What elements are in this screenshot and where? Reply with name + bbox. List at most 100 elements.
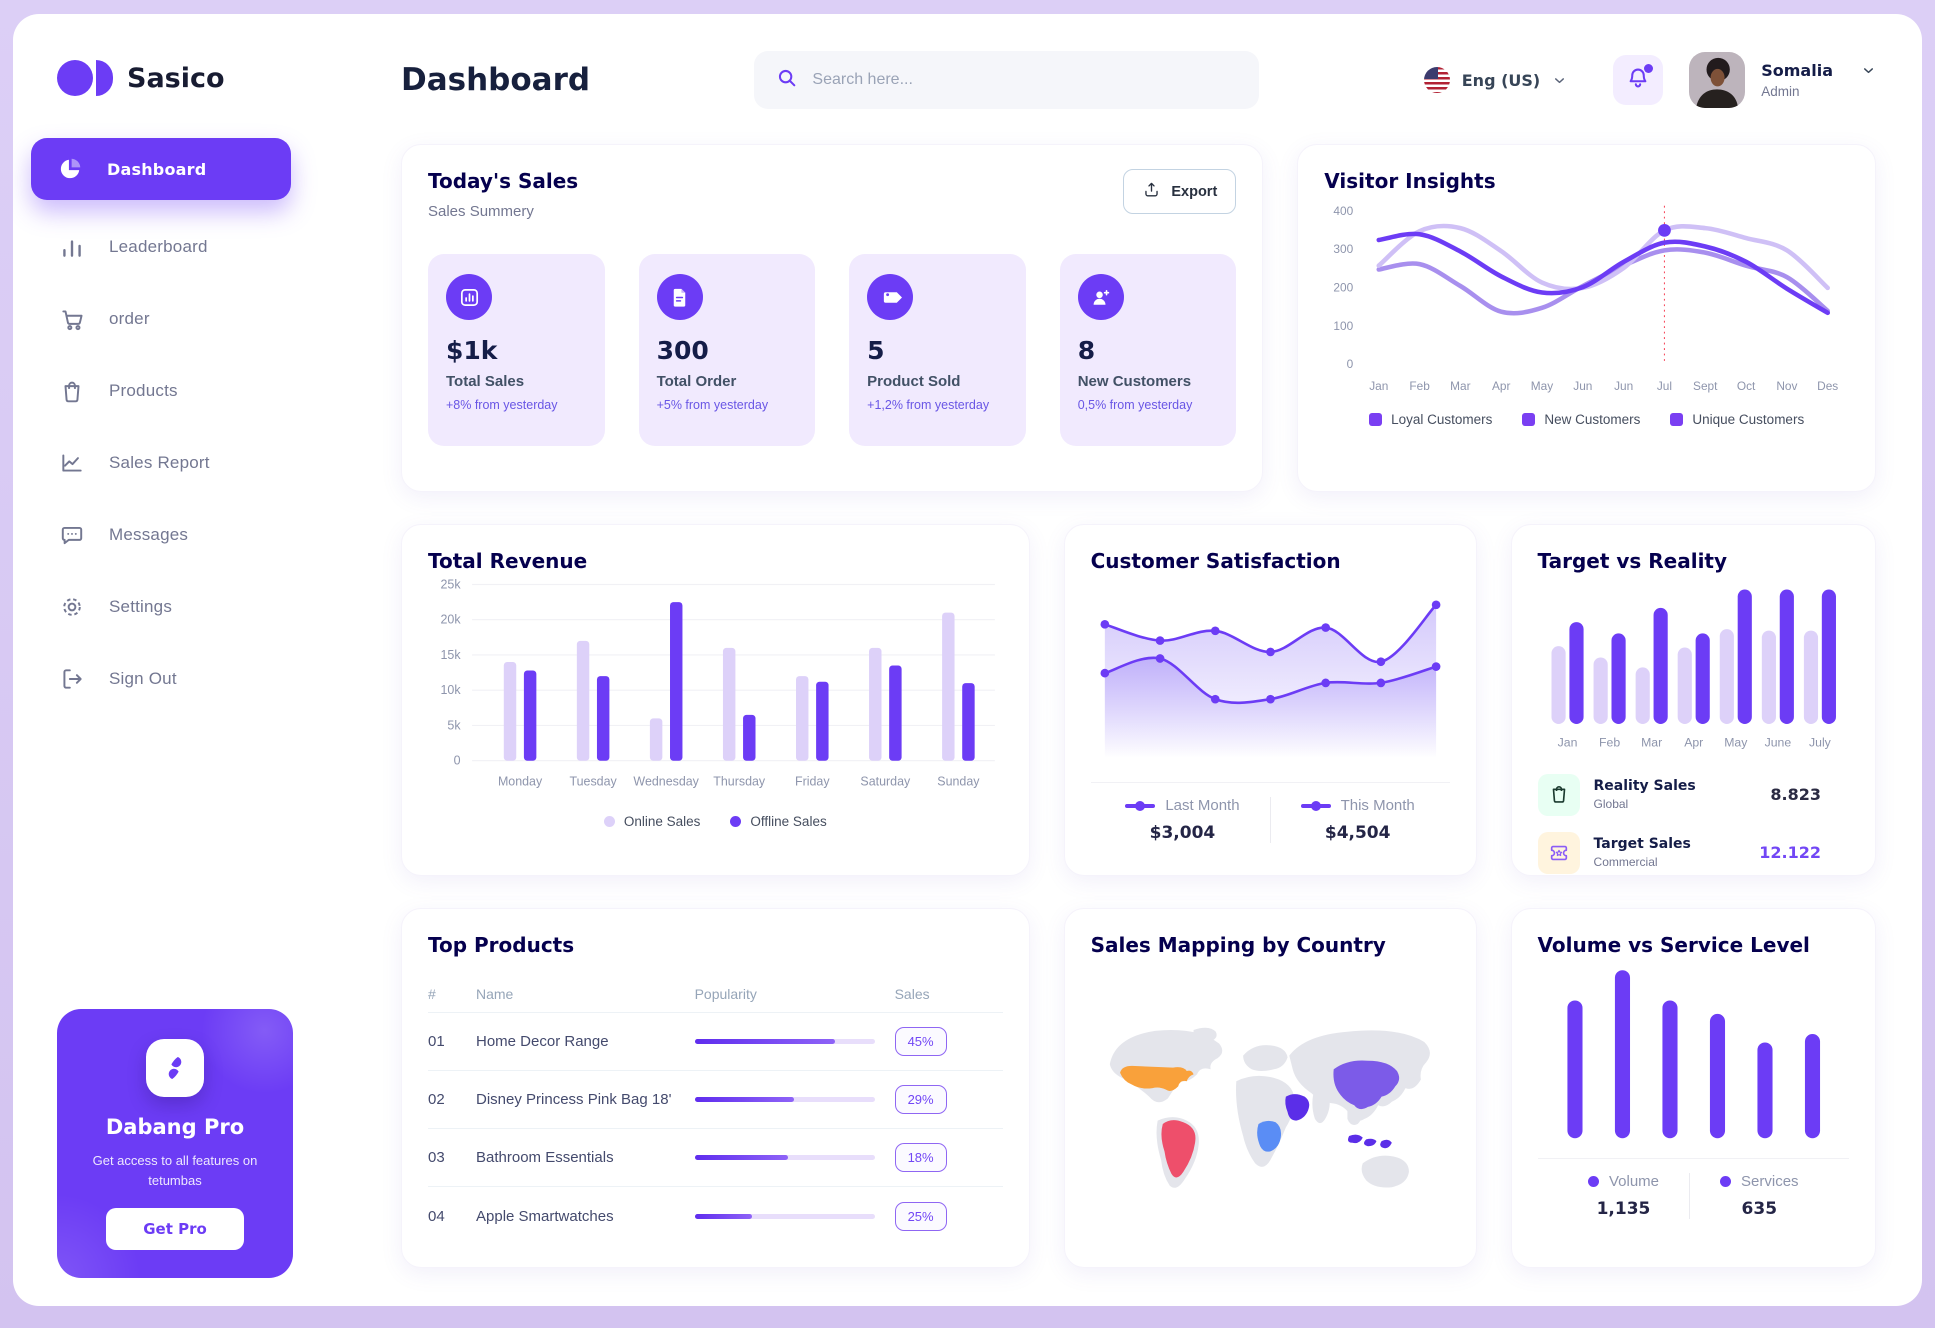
target-sales-legend-row: Target Sales Commercial 12.122 [1537, 831, 1849, 874]
target-vs-reality-title: Target vs Reality [1537, 549, 1728, 573]
sidebar-item-products[interactable]: Products [57, 378, 289, 404]
target-vs-reality-chart: Jan Feb Mar Apr May June July [1538, 573, 1849, 758]
stat-card-product-sold: 5 Product Sold +1,2% from yesterday [849, 254, 1026, 446]
todays-sales-card: Today's Sales Sales Summery Export $1k T… [401, 144, 1264, 492]
brand-name: Sasico [127, 62, 225, 94]
svg-text:0: 0 [1347, 357, 1354, 371]
customer-satisfaction-title: Customer Satisfaction [1090, 549, 1341, 573]
svg-text:May: May [1724, 736, 1748, 750]
stat-chart-icon [446, 274, 492, 320]
export-button[interactable]: Export [1123, 169, 1237, 214]
sign-out-icon [59, 666, 85, 692]
sidebar-item-sign-out[interactable]: Sign Out [57, 666, 289, 692]
ticket-icon [1537, 831, 1580, 874]
sales-mapping-card: Sales Mapping by Country [1063, 908, 1477, 1268]
svg-text:Saturday: Saturday [860, 775, 911, 789]
legend-swatch [1522, 413, 1536, 426]
pie-chart-icon [57, 156, 83, 182]
continent-europe [1242, 1045, 1288, 1072]
divider [1537, 1157, 1849, 1159]
sidebar-item-dashboard[interactable]: Dashboard [31, 138, 291, 200]
bell-icon [1625, 65, 1651, 96]
svg-text:Feb: Feb [1410, 379, 1431, 393]
product-row: 03 Bathroom Essentials 18% [428, 1129, 1003, 1187]
sidebar-item-order[interactable]: order [57, 306, 289, 332]
stat-order-icon [656, 274, 703, 320]
volume-value: 1,135 [1596, 1198, 1651, 1219]
user-name: Somalia [1761, 61, 1833, 80]
avatar [1689, 52, 1746, 108]
notifications-button[interactable] [1613, 55, 1664, 105]
svg-text:Jul: Jul [1657, 379, 1672, 393]
country-saudi-arabia[interactable] [1284, 1094, 1309, 1121]
search-icon [776, 67, 798, 94]
promo-subtitle: Get access to all features on tetumbas [92, 1153, 258, 1188]
visitor-insights-card: Visitor Insights 0 100 200 300 400 Jan Feb Mar A… [1297, 144, 1876, 492]
product-row: 02 Disney Princess Pink Bag 18' 29% [428, 1071, 1003, 1129]
cart-icon [59, 306, 85, 332]
sidebar-item-sales-report[interactable]: Sales Report [57, 450, 289, 476]
popularity-bar [694, 1155, 875, 1160]
svg-text:0: 0 [454, 754, 461, 768]
svg-text:Sept: Sept [1693, 379, 1718, 393]
top-products-card: Top Products # Name Popularity Sales 01 H… [401, 908, 1030, 1268]
language-label: Eng (US) [1461, 70, 1541, 90]
profile-menu[interactable]: Somalia Admin [1689, 52, 1876, 108]
brand-logo-icon [57, 60, 113, 96]
stat-card-new-customers: 8 New Customers 0,5% from yesterday [1059, 254, 1237, 446]
product-row: 04 Apple Smartwatches 25% [428, 1187, 1003, 1245]
legend-swatch [1369, 413, 1383, 426]
volume-vs-service-legend: Volume 1,135 Services 635 [1538, 1172, 1849, 1219]
svg-text:Jun: Jun [1614, 379, 1633, 393]
brand-logo: Sasico [57, 60, 289, 96]
volume-vs-service-chart [1538, 957, 1849, 1146]
this-month-value: $4,504 [1324, 823, 1391, 844]
product-row: 01 Home Decor Range 45% [428, 1013, 1003, 1071]
svg-text:100: 100 [1334, 319, 1354, 333]
legend-line-dot [1300, 800, 1331, 811]
reality-sales-legend-row: Reality Sales Global 8.823 [1537, 773, 1849, 816]
topbar: Dashboard Eng (US) [401, 48, 1876, 112]
customer-satisfaction-chart [1091, 573, 1450, 770]
last-month-value: $3,004 [1149, 823, 1216, 844]
stat-user-icon [1077, 274, 1124, 320]
svg-text:Tuesday: Tuesday [570, 775, 618, 789]
svg-text:Mar: Mar [1450, 379, 1470, 393]
sidebar-item-settings[interactable]: Settings [57, 594, 289, 620]
target-sales-value: 12.122 [1759, 843, 1821, 863]
table-header: # Name Popularity Sales [428, 975, 1003, 1013]
search-input[interactable] [812, 71, 1238, 89]
sales-badge: 45% [894, 1027, 947, 1056]
popularity-bar [694, 1213, 875, 1219]
user-role: Admin [1761, 84, 1800, 99]
svg-text:400: 400 [1334, 204, 1354, 218]
continent-japan [1403, 1071, 1414, 1082]
page-title: Dashboard [401, 62, 591, 98]
svg-text:Thursday: Thursday [713, 775, 766, 789]
continent-india [1311, 1087, 1330, 1124]
country-china[interactable] [1333, 1060, 1399, 1110]
customer-satisfaction-legend: Last Month $3,004 This Month $4,504 [1091, 797, 1450, 844]
chevron-down-icon [1552, 73, 1567, 88]
search-bar[interactable] [754, 51, 1260, 109]
sidebar-item-leaderboard[interactable]: Leaderboard [57, 234, 289, 260]
bag-small-icon [1537, 773, 1580, 816]
sidebar-item-messages[interactable]: Messages [57, 522, 289, 548]
language-selector[interactable]: Eng (US) [1423, 67, 1567, 93]
visitor-insights-legend: Loyal Customers New Customers Unique Cus… [1324, 412, 1849, 427]
country-brazil[interactable] [1161, 1120, 1196, 1178]
country-dr-congo[interactable] [1256, 1120, 1281, 1152]
svg-text:June: June [1764, 736, 1791, 750]
svg-text:July: July [1809, 736, 1832, 750]
continent-greenland [1193, 1027, 1217, 1042]
svg-text:Nov: Nov [1777, 379, 1798, 393]
promo-title: Dabang Pro [105, 1115, 245, 1139]
country-indonesia[interactable] [1347, 1134, 1392, 1149]
svg-text:Friday: Friday [795, 775, 830, 789]
country-united-states[interactable] [1119, 1065, 1194, 1091]
visitor-insights-title: Visitor Insights [1324, 169, 1496, 193]
volume-vs-service-card: Volume vs Service Level Volume 1,135 Ser… [1510, 908, 1876, 1268]
get-pro-button[interactable]: Get Pro [106, 1208, 244, 1250]
svg-text:Jan: Jan [1369, 379, 1388, 393]
spark-icon [146, 1039, 204, 1097]
